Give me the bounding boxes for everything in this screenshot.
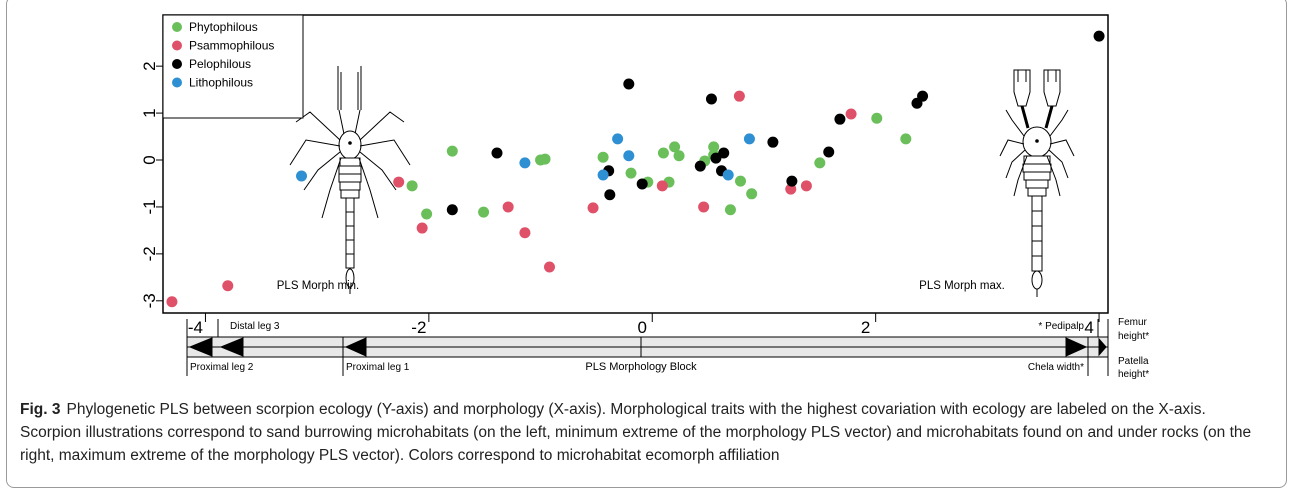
point [724,204,736,216]
point [623,150,635,162]
point [222,280,234,292]
point [746,188,758,200]
point [814,157,826,169]
point [845,108,857,120]
y-tick-label: 1 [140,108,159,117]
legend-label: Lithophilous [189,76,253,90]
legend-marker [172,40,182,51]
legend-label: Pelophilous [189,57,251,71]
point [421,208,433,220]
annotation: Femur [1118,317,1148,328]
x-tick-label: 2 [861,318,870,337]
point [625,167,637,179]
y-tick-label: -2 [140,246,159,261]
annotation: Distal leg 3 [230,321,280,332]
point [834,113,846,125]
point [446,145,458,157]
annotation: * Pedipalp [1038,321,1084,332]
legend-marker [172,59,182,69]
point [519,227,531,239]
point [733,90,745,102]
x-tick-label: -4 [188,318,203,337]
point [1093,30,1105,42]
figure-frame [6,0,1287,488]
point [656,180,668,192]
point [416,222,428,234]
morphology-block [186,319,1109,376]
point [705,93,717,105]
legend-box [162,14,304,119]
point [708,141,720,153]
y-tick-label: -3 [140,293,159,308]
point [446,204,458,216]
scorpion-right [999,69,1075,297]
annotation: height* [1118,331,1149,342]
legend-label: Phytophilous [189,20,258,34]
point [519,157,531,169]
point [669,141,681,153]
point [735,175,746,187]
chart: PLS Morph min. PLS Morph max. Distal leg… [140,14,1149,380]
point [694,160,706,172]
y-tick-label: -1 [140,199,159,214]
point [604,189,616,201]
point [767,136,779,148]
point [698,201,710,213]
point [657,147,669,159]
point [673,150,685,162]
point [587,202,599,214]
point [786,175,798,187]
point [710,152,722,164]
point [478,206,490,218]
legend-marker [172,22,182,32]
point [502,201,514,213]
point [823,146,835,158]
x-tick-label: 4 [1084,318,1093,337]
annotation: Chela width* [1028,362,1084,373]
point [543,261,555,273]
annotation: height* [1118,369,1149,380]
point [743,133,755,145]
annotation: PLS Morph min. [277,280,359,292]
point [406,180,418,192]
point [491,147,503,159]
x-tick-label: -2 [411,318,426,337]
x-tick-label: 0 [638,318,647,337]
point [166,296,178,308]
point [623,78,635,90]
annotation: Proximal leg 1 [346,362,410,373]
point [871,112,883,124]
point [900,133,912,145]
point [539,153,551,165]
annotation: PLS Morphology Block [585,361,697,373]
point [612,133,624,145]
annotation: Proximal leg 2 [190,362,254,373]
point [597,169,609,181]
annotation: Patella [1118,356,1149,367]
legend-marker [172,77,182,88]
scorpion-left [289,66,411,294]
point [718,147,730,159]
legend-label: Psammophilous [189,39,274,53]
point [722,169,734,181]
point [296,170,308,182]
plot-frame [162,14,1109,314]
caption: Fig. 3 Phylogenetic PLS between scorpion … [20,398,1270,467]
point [597,151,609,163]
y-tick-label: 2 [140,61,159,70]
annotation: PLS Morph max. [919,280,1005,292]
y-tick-label: 0 [140,155,159,164]
point [636,178,648,190]
point [800,180,812,192]
point [917,90,929,102]
point [393,176,405,188]
caption-label: Fig. 3 [20,401,61,418]
caption-text: Phylogenetic PLS between scorpion ecolog… [20,401,1252,464]
